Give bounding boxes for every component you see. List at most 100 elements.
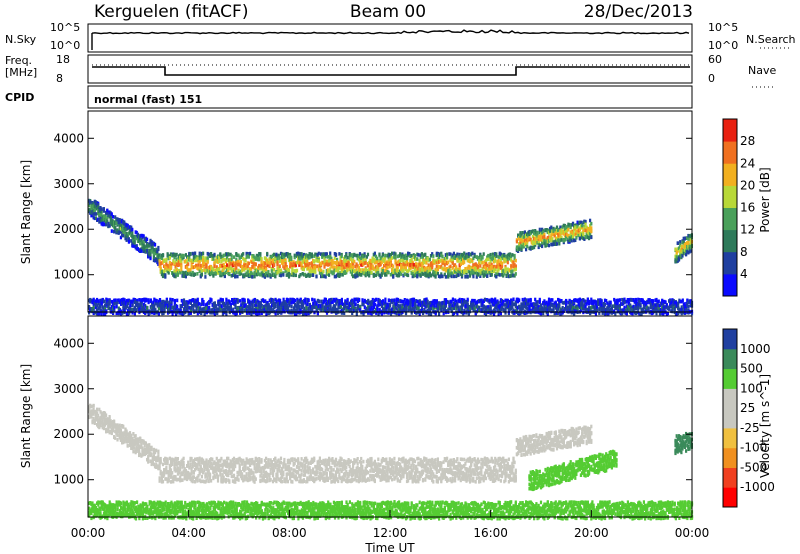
heat-cell <box>545 242 548 246</box>
heat-cell <box>546 236 549 240</box>
heat-cell <box>246 268 249 272</box>
heat-cell <box>342 265 346 270</box>
heat-cell <box>346 297 349 302</box>
heat-cell <box>306 267 309 271</box>
heat-cell <box>449 302 452 306</box>
heat-cell <box>156 311 159 315</box>
heat-cell <box>411 260 414 265</box>
heat-cell <box>388 304 392 308</box>
heat-cell <box>132 298 135 302</box>
heat-cell <box>674 259 677 264</box>
heat-cell <box>484 266 488 271</box>
heat-cell <box>120 298 123 303</box>
heat-cell <box>150 308 154 313</box>
heat-cell <box>463 256 466 260</box>
heat-cell <box>131 227 134 232</box>
heat-cell <box>128 225 132 229</box>
heat-cell <box>316 264 319 269</box>
heat-cell <box>278 264 281 268</box>
heat-cell <box>400 267 403 271</box>
heat-cell <box>369 304 372 308</box>
heat-cell <box>121 228 124 232</box>
heat-cell <box>385 268 388 272</box>
heat-cell <box>380 260 383 265</box>
heat-cell <box>362 258 365 262</box>
heat-cell <box>395 297 398 302</box>
heat-cell <box>502 307 505 312</box>
heat-cell <box>430 300 433 305</box>
heat-cell <box>377 270 380 275</box>
heat-cell <box>211 307 214 312</box>
heat-cell <box>177 263 181 267</box>
heat-cell <box>277 304 281 308</box>
heat-cell <box>226 304 229 309</box>
heat-cell <box>89 299 92 303</box>
heat-cell <box>395 311 398 316</box>
heat-cell <box>569 309 572 313</box>
heat-cell <box>484 270 488 274</box>
heat-cell <box>374 269 378 273</box>
heat-cell <box>293 311 297 316</box>
heat-cell <box>507 274 510 279</box>
heat-cell <box>175 268 178 272</box>
heat-cell <box>110 214 113 219</box>
heat-cell <box>449 252 452 257</box>
heat-cell <box>495 304 498 308</box>
heat-cell <box>513 253 516 258</box>
heat-cell <box>237 268 240 273</box>
heat-cell <box>473 298 476 303</box>
heat-cell <box>471 298 474 303</box>
heat-cell <box>180 311 183 316</box>
heat-cell <box>460 273 464 278</box>
heat-cell <box>510 254 513 259</box>
heat-cell <box>448 306 451 311</box>
heat-cell <box>424 309 427 314</box>
heat-cell <box>259 252 262 256</box>
heat-cell <box>587 300 591 305</box>
heat-cell <box>189 301 192 305</box>
heat-cell <box>243 274 246 279</box>
heat-cell <box>679 248 682 253</box>
heat-cell <box>689 249 692 253</box>
heat-cell <box>502 269 505 273</box>
heat-cell <box>362 262 365 266</box>
heat-cell <box>347 261 350 265</box>
heat-cell <box>458 267 461 271</box>
heat-cell <box>140 300 143 305</box>
heat-cell <box>328 273 331 277</box>
heat-cell <box>149 256 152 261</box>
heat-cell <box>101 299 104 304</box>
heat-cell <box>308 269 311 273</box>
heat-cell <box>232 307 235 312</box>
heat-cell <box>460 306 464 311</box>
heat-cell <box>471 306 474 310</box>
heat-cell <box>338 263 341 268</box>
heat-cell <box>190 258 193 263</box>
heat-cell <box>130 239 133 243</box>
heat-cell <box>552 242 555 246</box>
heat-cell <box>143 249 146 254</box>
heat-cell <box>375 311 378 315</box>
heat-cell <box>585 232 588 236</box>
heat-cell <box>176 304 179 309</box>
heat-cell <box>424 302 427 306</box>
heat-cell <box>308 262 311 266</box>
heat-cell <box>297 251 300 256</box>
heat-cell <box>387 252 390 257</box>
heat-cell <box>482 252 485 256</box>
heat-cell <box>122 298 125 302</box>
heat-cell <box>199 263 202 268</box>
heat-cell <box>351 302 354 307</box>
heat-cell <box>354 274 357 278</box>
heat-cell <box>417 266 420 271</box>
heat-cell <box>235 252 238 256</box>
heat-cell <box>202 255 205 260</box>
heat-cell <box>188 258 191 262</box>
heat-cell <box>409 302 412 306</box>
heat-cell <box>100 213 103 217</box>
heat-cell <box>463 260 466 264</box>
heat-cell <box>603 303 607 307</box>
heat-cell <box>255 255 258 260</box>
heat-cell <box>458 269 461 274</box>
heat-cell <box>399 259 402 263</box>
